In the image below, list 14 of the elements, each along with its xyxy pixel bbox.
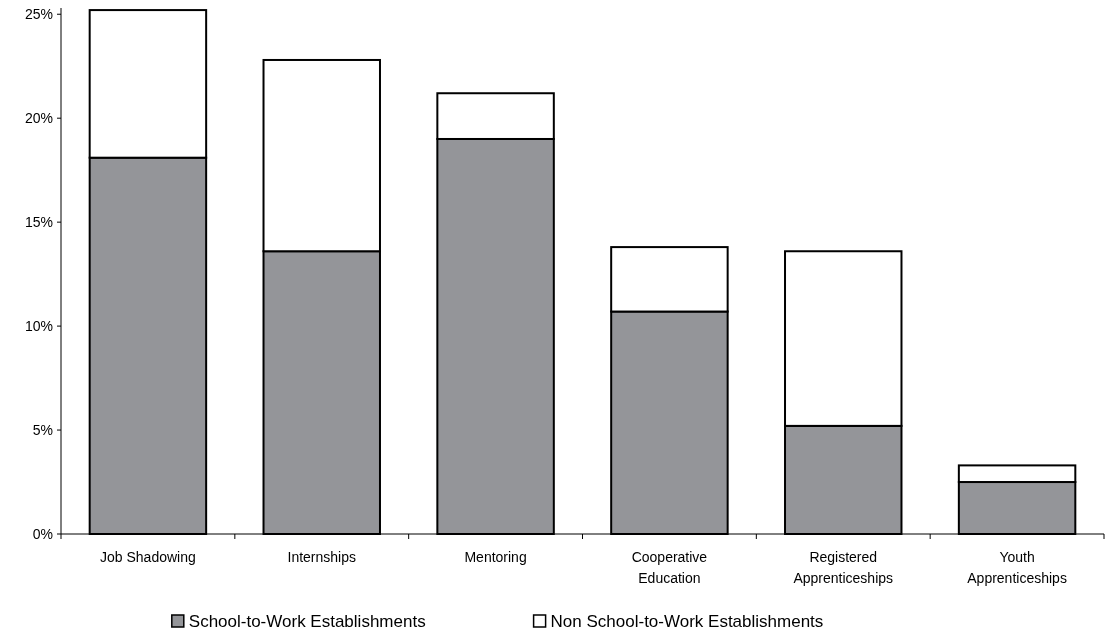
y-tick-label: 25% (24, 6, 53, 23)
x-tick-label: Registered Apprenticeships (793, 549, 894, 586)
x-tick-label: Job Shadowing (100, 549, 196, 565)
x-tick-label: Internships (287, 549, 356, 565)
legend-label: Non School-to-Work Establishments (550, 612, 824, 631)
legend-label: School-to-Work Establishments (188, 612, 426, 631)
y-tick-label: 5% (32, 421, 53, 438)
x-tick-label: Cooperative Education (631, 549, 708, 586)
y-tick-label: 10% (24, 317, 53, 334)
y-tick-label: 20% (24, 110, 53, 127)
x-tick-label: Youth Apprenticeships (967, 549, 1067, 586)
y-tick-label: 0% (32, 525, 53, 542)
x-tick-label: Mentoring (464, 549, 527, 565)
y-tick-label: 15% (24, 214, 53, 231)
